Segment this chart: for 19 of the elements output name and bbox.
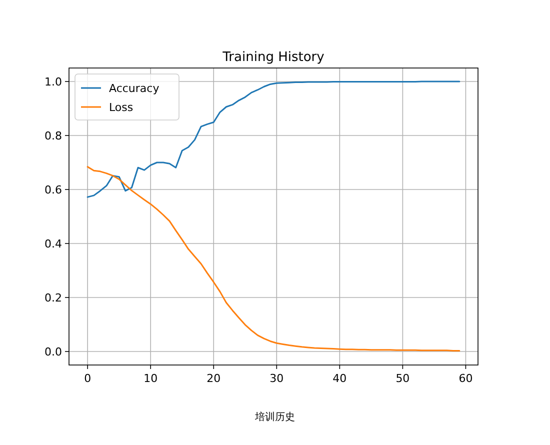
text: 培训历史 bbox=[254, 411, 295, 423]
y-tick-label: 0.4 bbox=[44, 238, 62, 250]
y-tick-label: 1.0 bbox=[44, 76, 62, 88]
y-tick-label: 0.6 bbox=[44, 184, 62, 196]
x-tick-label: 60 bbox=[458, 372, 473, 385]
legend-label: Loss bbox=[109, 101, 134, 114]
x-tick-label: 0 bbox=[84, 372, 92, 385]
y-tick-label: 0.8 bbox=[44, 130, 62, 142]
y-tick-label: 0.0 bbox=[44, 346, 62, 358]
x-tick-label: 20 bbox=[206, 372, 221, 385]
x-tick-label: 50 bbox=[396, 372, 410, 385]
line-series bbox=[86, 166, 460, 352]
x-tick-label: 10 bbox=[144, 372, 158, 385]
x-tick-label: 40 bbox=[332, 372, 347, 385]
chart-title: Training History bbox=[222, 50, 325, 65]
x-tick-label: 30 bbox=[270, 372, 284, 385]
legend-label: Accuracy bbox=[109, 82, 160, 95]
line-series bbox=[86, 80, 460, 198]
y-tick-label: 0.2 bbox=[44, 292, 62, 304]
